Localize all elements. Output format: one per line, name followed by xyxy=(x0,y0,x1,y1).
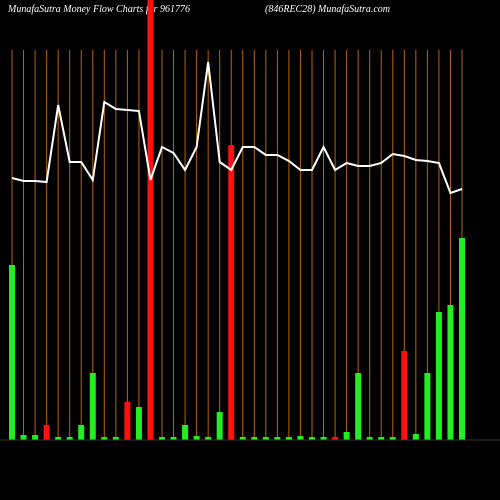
bar xyxy=(239,437,246,440)
bar xyxy=(205,437,212,440)
bar xyxy=(378,437,385,440)
bar xyxy=(401,351,408,440)
bar xyxy=(9,265,15,440)
bar xyxy=(89,373,96,440)
bar xyxy=(43,425,50,440)
bar xyxy=(285,437,292,440)
bar xyxy=(112,437,119,440)
bar xyxy=(332,437,339,440)
bar xyxy=(32,435,39,440)
bar xyxy=(343,432,350,440)
bar xyxy=(193,436,200,440)
bar xyxy=(424,373,431,440)
bar xyxy=(182,425,189,440)
bar xyxy=(20,435,27,440)
bar xyxy=(66,437,73,440)
bar xyxy=(459,238,465,440)
bar xyxy=(435,312,442,440)
chart-title: MunafaSutra Money Flow Charts for 961776 xyxy=(7,4,190,15)
bar xyxy=(55,437,62,440)
bar xyxy=(251,437,258,440)
bar xyxy=(124,402,131,440)
bar xyxy=(262,437,269,440)
bar xyxy=(147,0,154,440)
bar xyxy=(216,412,223,440)
bar xyxy=(355,373,362,440)
bar xyxy=(447,305,454,440)
bar xyxy=(320,437,327,440)
bar xyxy=(297,436,304,440)
bar xyxy=(412,434,419,440)
bar xyxy=(309,437,315,440)
bar xyxy=(170,437,177,440)
bar xyxy=(274,437,281,440)
bar xyxy=(389,437,396,440)
bar xyxy=(135,407,142,440)
money-flow-line xyxy=(11,61,463,195)
bar xyxy=(101,437,108,440)
bar xyxy=(159,437,165,440)
bar xyxy=(78,425,85,440)
bar xyxy=(366,437,373,440)
bar xyxy=(228,145,235,440)
chart-subtitle: (846REC28) MunafaSutra.com xyxy=(265,4,390,15)
